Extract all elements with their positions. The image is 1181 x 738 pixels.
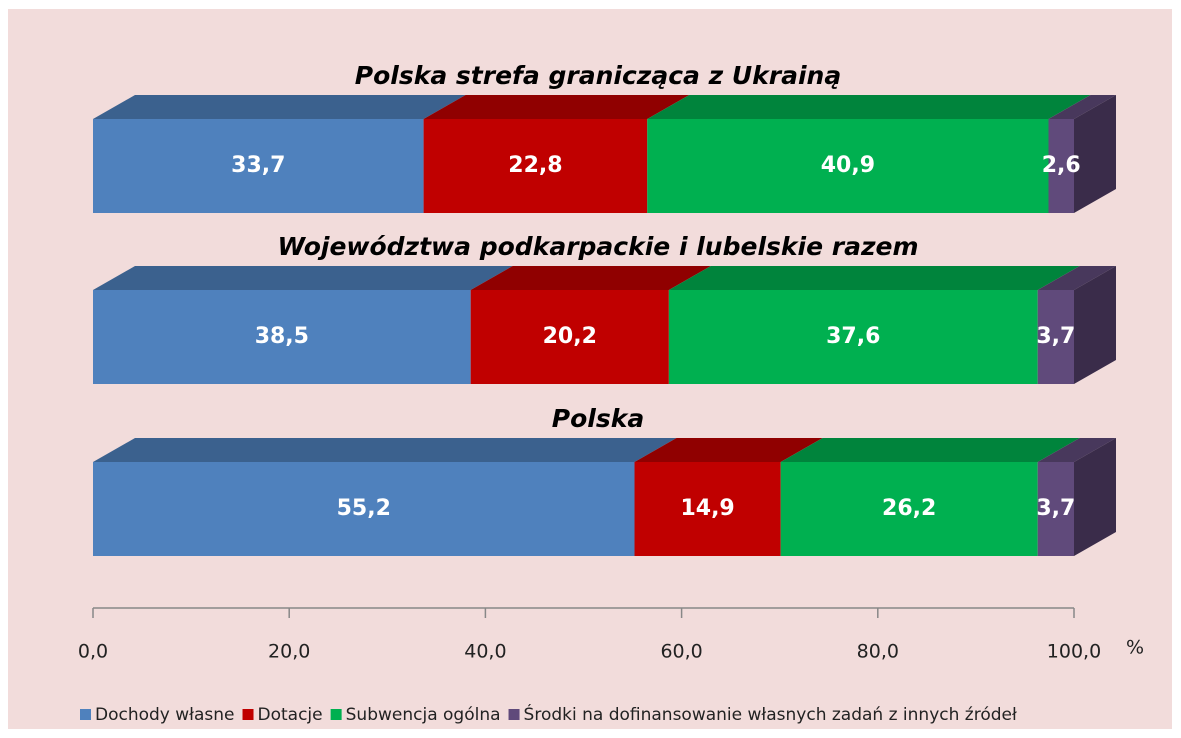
category-label: Polska strefa granicząca z Ukrainą [355,61,841,90]
x-tick-label: 20,0 [268,641,310,663]
bar [423,119,648,213]
category-label: Województwa podkarpackie i lubelskie raz… [277,232,918,261]
bar [634,462,781,556]
bar [1037,290,1074,384]
data-label: 3,7 [1036,496,1075,521]
bar-top [93,266,513,290]
bar-top [634,438,823,462]
legend-swatch [242,709,254,720]
bar [1048,119,1074,213]
data-label: 55,2 [337,496,391,521]
x-tick-label: 0,0 [78,641,108,663]
bar-top [423,95,690,119]
data-label: 14,9 [680,496,734,521]
data-label: 20,2 [543,324,597,349]
bar-top [93,438,677,462]
data-label: 26,2 [882,496,936,521]
bar [647,119,1049,213]
bar [93,462,635,556]
bar-top [1048,95,1116,119]
bar-top [647,95,1091,119]
bar [1037,462,1074,556]
bar-top [470,266,711,290]
bar-top [1037,266,1116,290]
data-label: 40,9 [821,153,875,178]
bar [470,290,669,384]
bar-top [1037,438,1116,462]
x-tick-label: 60,0 [660,641,702,663]
data-label: 3,7 [1036,324,1075,349]
x-tick-label: 40,0 [464,641,506,663]
data-label: 38,5 [255,324,309,349]
category-label: Polska [552,404,644,433]
data-label: 33,7 [231,153,285,178]
x-tick-label: 100,0 [1047,641,1101,663]
bar-side [1074,438,1116,556]
legend-label: Dotacje [258,705,323,725]
bar-side [1074,95,1116,213]
x-tick-label: 80,0 [857,641,899,663]
bar-top [668,266,1080,290]
data-label: 22,8 [508,153,562,178]
legend-swatch [80,709,91,720]
bar-top [780,438,1080,462]
bar [93,119,424,213]
x-axis-unit: % [1126,637,1144,659]
legend-label: Dochody własne [95,705,235,725]
legend-swatch [508,709,520,720]
legend-label: Środki na dofinansowanie własnych zadań … [524,703,1017,725]
bar-top [93,95,466,119]
data-label: 2,6 [1042,153,1081,178]
bar [668,290,1038,384]
legend-swatch [330,709,342,720]
legend-label: Subwencja ogólna [346,705,501,725]
data-label: 37,6 [826,324,880,349]
bar-side [1074,266,1116,384]
bar [780,462,1038,556]
bar [93,290,471,384]
